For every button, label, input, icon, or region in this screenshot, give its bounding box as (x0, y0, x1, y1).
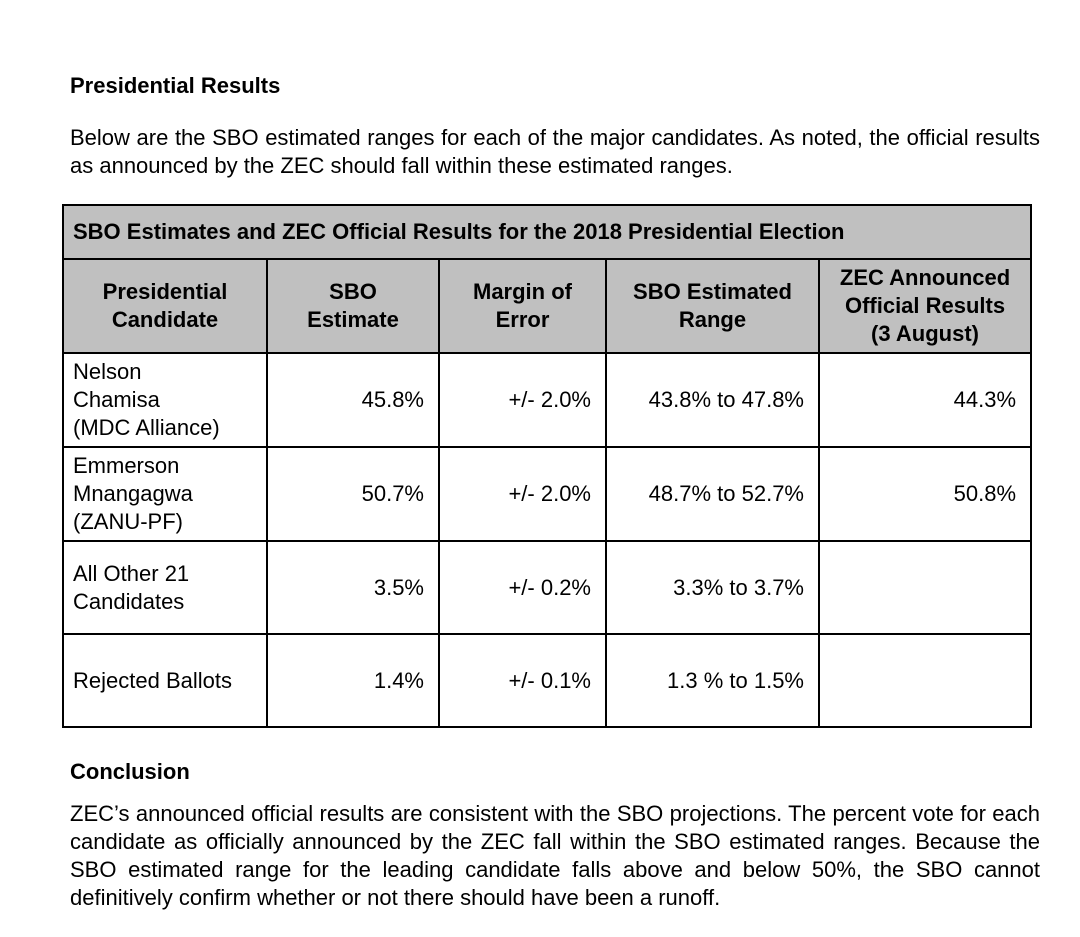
candidate-cell: Nelson Chamisa (MDC Alliance) (62, 352, 268, 448)
table-header-row: Presidential Candidate SBO Estimate Marg… (62, 258, 1033, 354)
intro-paragraph: Below are the SBO estimated ranges for e… (70, 125, 1040, 178)
zec-result-cell: 44.3% (817, 352, 1033, 448)
column-header-presidential-candidate: Presidential Candidate (62, 258, 268, 354)
column-header-zec-announced-results: ZEC Announced Official Results (3 August… (817, 258, 1033, 354)
sbo-estimate-cell: 1.4% (266, 633, 440, 728)
candidate-cell: Rejected Ballots (62, 633, 268, 728)
estimated-range-cell: 48.7% to 52.7% (605, 446, 820, 542)
candidate-cell: All Other 21 Candidates (62, 540, 268, 635)
column-header-sbo-estimated-range: SBO Estimated Range (605, 258, 820, 354)
margin-of-error-cell: +/- 2.0% (438, 352, 607, 448)
estimated-range-cell: 1.3 % to 1.5% (605, 633, 820, 728)
estimated-range-cell: 3.3% to 3.7% (605, 540, 820, 635)
presidential-results-heading: Presidential Results (70, 73, 281, 98)
table-title-row: SBO Estimates and ZEC Official Results f… (61, 204, 1033, 260)
margin-of-error-cell: +/- 0.2% (438, 540, 607, 635)
margin-of-error-cell: +/- 2.0% (438, 446, 607, 542)
column-header-margin-of-error: Margin of Error (438, 258, 607, 354)
table-row-rejected-ballots: Rejected Ballots 1.4% +/- 0.1% 1.3 % to … (62, 633, 1033, 728)
zec-result-cell: 50.8% (817, 446, 1033, 542)
candidate-cell: Emmerson Mnangagwa (ZANU-PF) (62, 446, 268, 542)
zec-result-cell (817, 633, 1033, 728)
sbo-estimate-cell: 3.5% (266, 540, 440, 635)
table-row-nelson-chamisa: Nelson Chamisa (MDC Alliance) 45.8% +/- … (62, 352, 1033, 448)
sbo-estimate-cell: 45.8% (266, 352, 440, 448)
table-row-all-other-candidates: All Other 21 Candidates 3.5% +/- 0.2% 3.… (62, 540, 1033, 635)
sbo-estimate-cell: 50.7% (266, 446, 440, 542)
estimated-range-cell: 43.8% to 47.8% (605, 352, 820, 448)
table-row-emmerson-mnangagwa: Emmerson Mnangagwa (ZANU-PF) 50.7% +/- 2… (62, 446, 1033, 542)
results-table: SBO Estimates and ZEC Official Results f… (61, 204, 1033, 728)
conclusion-heading: Conclusion (70, 759, 190, 784)
margin-of-error-cell: +/- 0.1% (438, 633, 607, 728)
column-header-sbo-estimate: SBO Estimate (266, 258, 440, 354)
table-title: SBO Estimates and ZEC Official Results f… (61, 204, 1033, 260)
conclusion-paragraph: ZEC’s announced official results are con… (70, 801, 1040, 910)
zec-result-cell (817, 540, 1033, 635)
